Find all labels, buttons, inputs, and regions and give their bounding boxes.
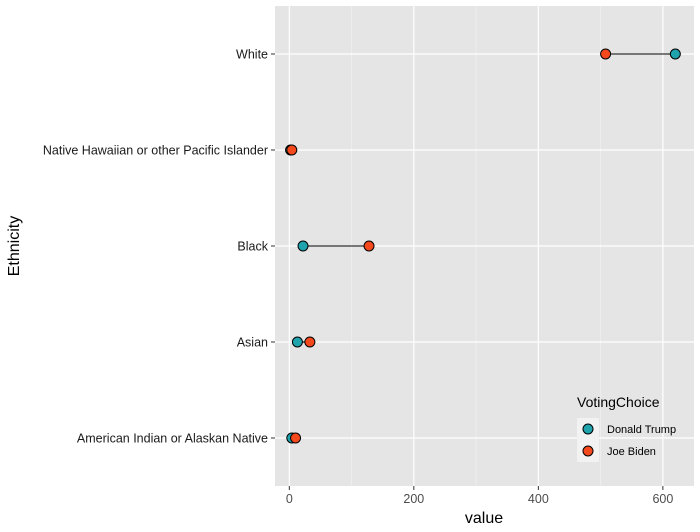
x-tick-label: 200 xyxy=(403,492,424,506)
point-donald-trump-black xyxy=(297,240,309,252)
point-joe-biden-native-hawaiian-or-other-pacific-islander xyxy=(286,144,298,156)
y-tick-labels: American Indian or Alaskan Native Asian Bl… xyxy=(43,48,269,446)
legend-point-joe-biden xyxy=(582,445,594,457)
y-tick-label-black: Black xyxy=(237,240,268,254)
y-axis-title: Ethnicity xyxy=(6,216,23,276)
legend-title: VotingChoice xyxy=(577,394,660,410)
point-joe-biden-white xyxy=(600,48,612,60)
point-donald-trump-white xyxy=(669,48,681,60)
point-joe-biden-black xyxy=(363,240,375,252)
point-joe-biden-american-indian-or-alaskan-native xyxy=(290,432,302,444)
major-gridlines xyxy=(275,6,694,486)
axis-ticks xyxy=(271,53,664,490)
dumbbell-points xyxy=(285,48,681,444)
x-tick-labels: 0 200 400 600 xyxy=(286,492,674,506)
point-donald-trump-asian xyxy=(291,336,303,348)
x-tick-label: 600 xyxy=(652,492,673,506)
legend-label-donald-trump: Donald Trump xyxy=(607,424,676,436)
x-tick-label: 400 xyxy=(528,492,549,506)
y-tick-label-native-hawaiian-or-other-pacific-islander: Native Hawaiian or other Pacific Islande… xyxy=(43,144,268,158)
legend-label-joe-biden: Joe Biden xyxy=(607,446,656,458)
x-axis-title: value xyxy=(465,510,503,527)
y-tick-label-asian: Asian xyxy=(237,336,268,350)
legend-point-donald-trump xyxy=(582,423,594,435)
y-tick-label-white: White xyxy=(236,48,268,62)
x-tick-label: 0 xyxy=(286,492,293,506)
legend: VotingChoice Donald Trump Joe Biden xyxy=(577,394,676,462)
point-joe-biden-asian xyxy=(304,336,316,348)
y-tick-label-american-indian-or-alaskan-native: American Indian or Alaskan Native xyxy=(77,432,268,446)
